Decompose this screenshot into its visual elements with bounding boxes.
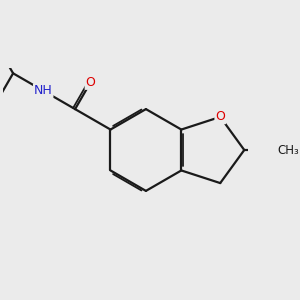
Text: NH: NH <box>34 84 52 97</box>
Text: CH₃: CH₃ <box>277 143 299 157</box>
Text: O: O <box>85 76 95 89</box>
Text: O: O <box>215 110 225 123</box>
